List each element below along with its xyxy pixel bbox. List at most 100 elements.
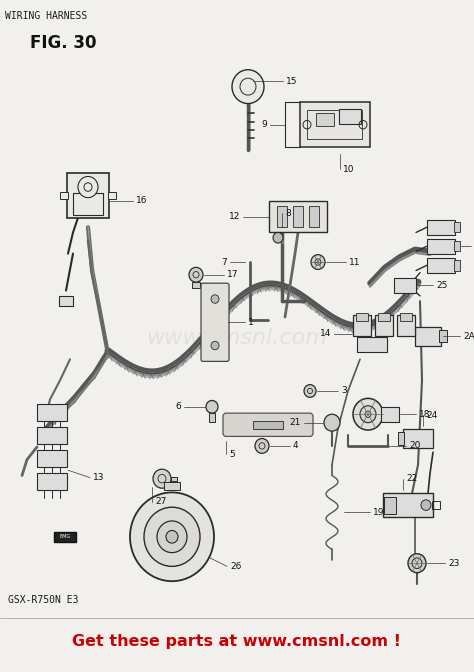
Bar [427, 220, 455, 235]
Bar [108, 192, 116, 199]
Bar [357, 337, 387, 352]
Circle shape [408, 554, 426, 573]
Bar [37, 427, 67, 444]
Circle shape [144, 507, 200, 566]
Circle shape [255, 439, 269, 454]
Bar [400, 312, 412, 321]
Circle shape [153, 469, 171, 488]
Text: EMG: EMG [59, 534, 71, 540]
Text: 12: 12 [228, 212, 240, 221]
Text: 10: 10 [343, 165, 355, 173]
Circle shape [206, 401, 218, 413]
Bar [293, 206, 303, 227]
Bar [269, 201, 327, 233]
Bar [427, 258, 455, 273]
Text: 21: 21 [290, 418, 301, 427]
Bar [397, 315, 415, 336]
Circle shape [232, 70, 264, 103]
Bar [60, 192, 68, 199]
Bar [403, 429, 433, 448]
Text: Get these parts at www.cmsnl.com !: Get these parts at www.cmsnl.com ! [73, 634, 401, 648]
Bar [164, 482, 180, 491]
Bar [37, 450, 67, 467]
Text: 13: 13 [93, 473, 104, 482]
Bar [308, 110, 363, 140]
Bar [171, 476, 177, 480]
Circle shape [353, 398, 383, 430]
Bar [394, 278, 416, 293]
Circle shape [421, 500, 431, 510]
Text: 9: 9 [261, 120, 267, 129]
Bar [375, 315, 393, 336]
Circle shape [273, 233, 283, 243]
Text: 26: 26 [230, 562, 241, 571]
Circle shape [360, 406, 376, 423]
Text: 18: 18 [419, 410, 430, 419]
Circle shape [157, 521, 187, 552]
Bar [454, 222, 460, 233]
Bar [300, 103, 370, 147]
Bar [454, 260, 460, 271]
Bar [353, 315, 371, 336]
Bar [309, 206, 319, 227]
FancyBboxPatch shape [223, 413, 313, 436]
Circle shape [304, 384, 316, 397]
Text: 17: 17 [227, 270, 238, 280]
Bar [67, 173, 109, 218]
Bar [378, 312, 390, 321]
Bar [439, 330, 447, 342]
Bar [59, 296, 73, 306]
Bar [73, 194, 103, 214]
Bar [427, 239, 455, 253]
Bar [192, 282, 200, 288]
Bar [253, 421, 283, 429]
Text: 15: 15 [286, 77, 298, 86]
Text: 27: 27 [155, 497, 166, 507]
Bar [37, 404, 67, 421]
Text: 24: 24 [426, 411, 437, 420]
Text: 4: 4 [293, 442, 299, 450]
Circle shape [311, 255, 325, 269]
Circle shape [130, 493, 214, 581]
Text: 22: 22 [406, 474, 417, 483]
Bar [384, 497, 396, 513]
Text: 2A: 2A [463, 331, 474, 341]
Text: WIRING HARNESS: WIRING HARNESS [5, 11, 87, 21]
Bar [398, 432, 404, 445]
Bar [415, 327, 441, 345]
Bar [356, 312, 368, 321]
Bar [209, 413, 215, 421]
Bar [339, 109, 361, 124]
Text: 7: 7 [221, 257, 227, 267]
Circle shape [166, 530, 178, 543]
Circle shape [211, 341, 219, 349]
Circle shape [78, 177, 98, 198]
Text: 19: 19 [373, 508, 384, 517]
Circle shape [189, 267, 203, 282]
Text: 16: 16 [136, 196, 147, 205]
Text: 11: 11 [349, 257, 361, 267]
Bar [432, 501, 440, 509]
Bar [54, 532, 76, 542]
Text: 3: 3 [341, 386, 347, 395]
Text: GSX-R750N E3: GSX-R750N E3 [8, 595, 79, 605]
Text: 25: 25 [436, 281, 447, 290]
Text: 8: 8 [285, 209, 291, 218]
Circle shape [324, 414, 340, 431]
Text: 20: 20 [409, 442, 420, 450]
FancyBboxPatch shape [201, 283, 229, 362]
Bar [454, 241, 460, 251]
Text: 6: 6 [175, 403, 181, 411]
Text: 1: 1 [248, 318, 254, 327]
Bar [383, 493, 433, 517]
Text: www.cmsnl.com: www.cmsnl.com [146, 328, 328, 348]
Text: FIG. 30: FIG. 30 [30, 34, 97, 52]
Bar [316, 113, 334, 126]
Bar [37, 473, 67, 491]
Text: 5: 5 [229, 450, 235, 459]
Text: 23: 23 [448, 558, 459, 568]
Bar [277, 206, 287, 227]
Circle shape [211, 295, 219, 303]
Bar [381, 407, 399, 421]
Text: 14: 14 [319, 329, 331, 339]
